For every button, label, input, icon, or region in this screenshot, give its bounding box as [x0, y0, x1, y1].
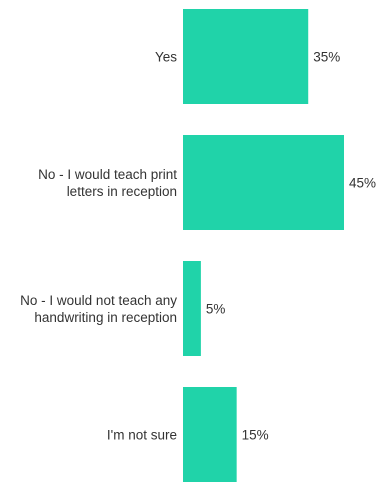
category-label-0: Yes [155, 50, 177, 65]
bar-3 [183, 387, 237, 482]
category-label-2-line-1: handwriting in reception [34, 310, 177, 325]
bar-1 [183, 135, 344, 230]
category-labels-layer: Yes No - I would teach print letters in re… [20, 50, 177, 443]
value-label-1: 45% [349, 176, 376, 191]
category-label-1-line-1: letters in reception [67, 184, 177, 199]
bar-2 [183, 261, 201, 356]
category-label-3: I'm not sure [107, 428, 177, 443]
value-label-3: 15% [242, 428, 269, 443]
value-label-2: 5% [206, 302, 226, 317]
category-label-2-line-0: No - I would not teach any [20, 293, 177, 308]
bars-layer [183, 9, 344, 482]
value-label-0: 35% [313, 50, 340, 65]
bar-0 [183, 9, 309, 104]
category-label-1-line-0: No - I would teach print [38, 167, 177, 182]
value-labels-layer: 35% 45% 5% 15% [206, 50, 376, 443]
